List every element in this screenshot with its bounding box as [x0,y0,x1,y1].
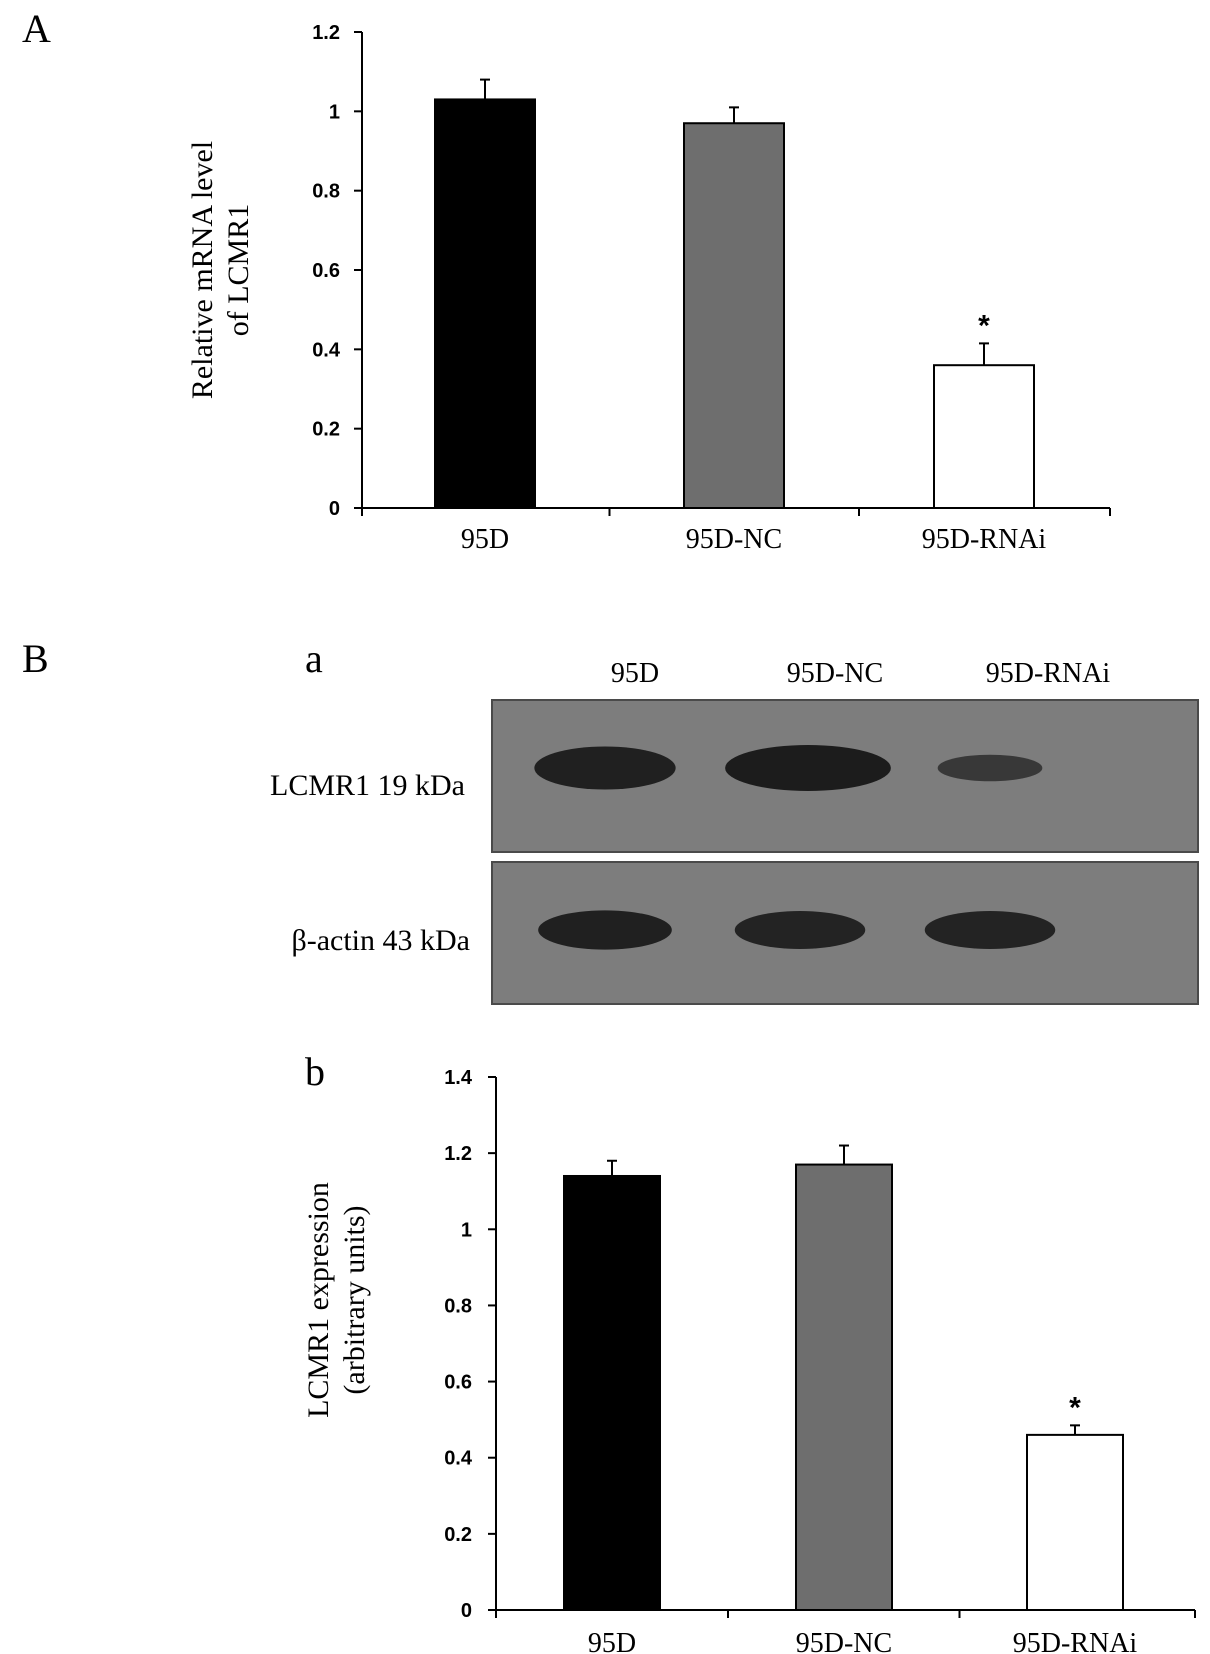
y-tick-label: 0.8 [444,1295,472,1317]
bar-95D-NC [795,1163,893,1612]
blot-band [734,911,866,949]
bar-95D [563,1174,661,1611]
y-tick-label: 0 [461,1600,472,1622]
x-category-label: 95D [461,524,509,555]
y-tick-label: 1 [329,101,340,123]
blot-lane-label-95D: 95D [611,658,659,689]
y-tick-label: 1.4 [444,1067,473,1089]
y-tick-label: 0.6 [444,1372,472,1394]
bar-95D-NC [683,122,785,509]
blot-band [538,910,672,950]
panel-label-b: b [305,1049,325,1094]
y-axis-label: of LCMR1 [222,204,255,337]
blot-lane-label-95D-NC: 95D-NC [787,658,883,689]
y-tick-label: 1.2 [444,1143,472,1165]
x-category-label: 95D-NC [796,1628,892,1654]
blot-row-label-lcmr1: LCMR1 19 kDa [270,769,465,802]
blot-band [937,754,1043,782]
bar-95D-RNAi [933,364,1035,510]
x-category-label: 95D-RNAi [1013,1628,1138,1654]
y-tick-label: 0 [329,498,340,520]
y-tick-label: 1 [461,1219,472,1241]
chart-B-b: 0 0.2 0.4 0.6 0.8 1 1.2 1.4 95D 95D-NC * 95D-RNAi LC… [302,1067,1196,1654]
blot-band [725,745,891,791]
x-category-label: 95D-NC [686,524,782,555]
bar-95D-RNAi [1026,1433,1124,1612]
x-category-label: 95D [588,1628,636,1654]
y-axis-label: Relative mRNA level [186,141,219,399]
significance-star: * [978,309,990,342]
y-tick-label: 0.4 [312,339,341,361]
blot-row-label-actin: β-actin 43 kDa [291,924,470,957]
y-tick-label: 0.8 [312,181,340,203]
chart-A: 0 0.2 0.4 0.6 0.8 1 1.2 95D 95D-NC * 95D-RNAi Relat… [186,22,1111,555]
y-tick-label: 0.2 [312,419,340,441]
significance-star: * [1069,1391,1081,1424]
y-axis-label: (arbitrary units) [338,1205,371,1394]
panel-label-B: B [22,636,49,681]
blot-band [534,746,676,790]
y-tick-label: 0.2 [444,1524,472,1546]
panel-label-a: a [305,636,323,681]
blot-band [924,911,1056,949]
y-tick-label: 1.2 [312,22,340,44]
blot-lane-label-95D-RNAi: 95D-RNAi [986,658,1111,689]
y-axis-label: LCMR1 expression [302,1182,335,1418]
panel-label-A: A [22,6,51,51]
western-blot: 95D 95D-NC 95D-RNAi LCMR1 19 kDa β-actin… [270,658,1199,1005]
y-tick-label: 0.6 [312,260,340,282]
x-category-label: 95D-RNAi [922,524,1047,555]
y-tick-label: 0.4 [444,1448,473,1470]
bar-95D [434,98,536,510]
